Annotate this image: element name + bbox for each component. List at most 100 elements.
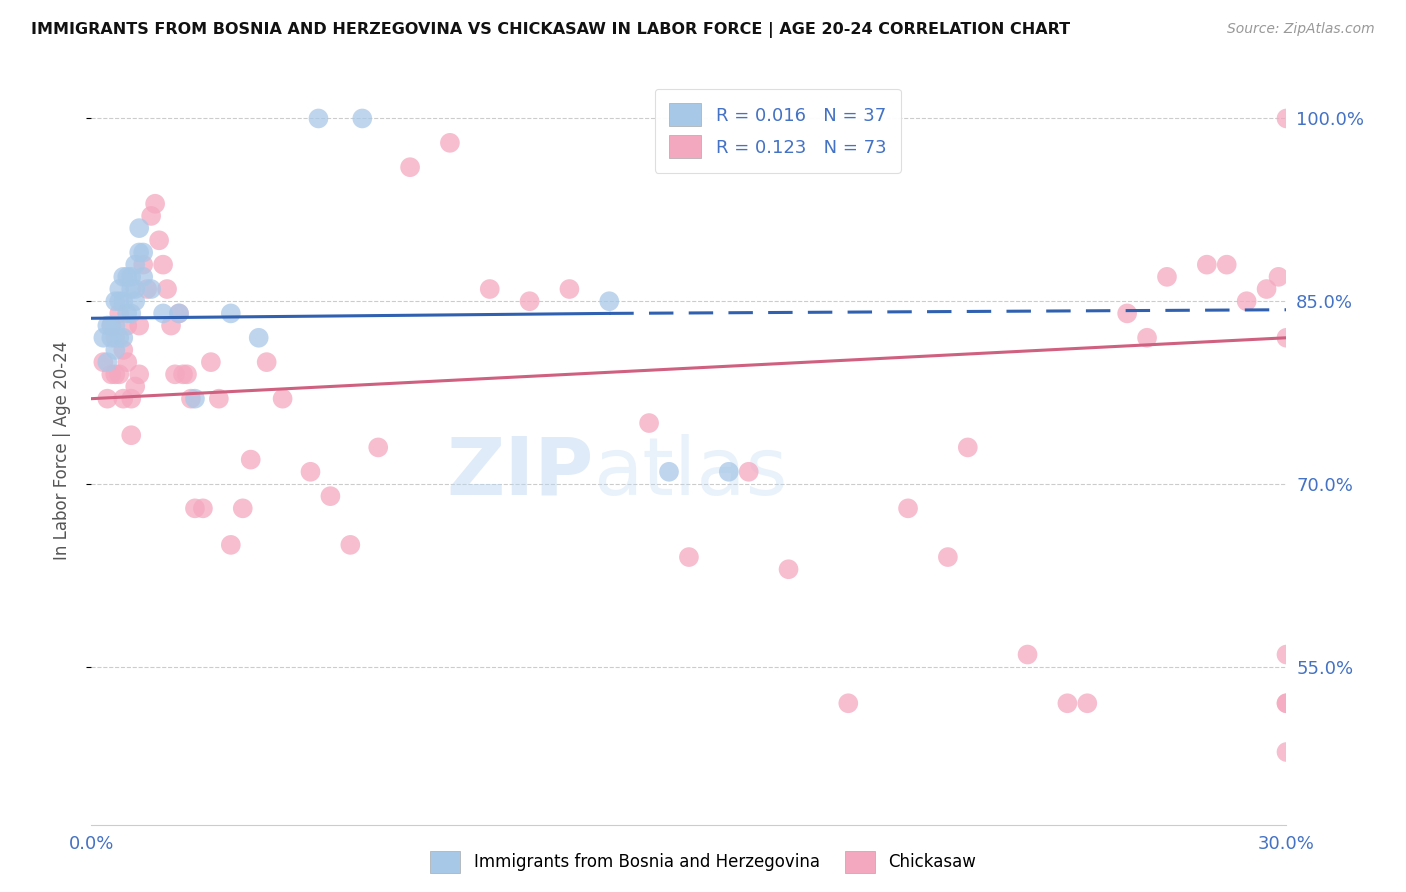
Point: [191, 501, 214, 516]
Point: [678, 550, 700, 565]
Point: [897, 501, 920, 516]
Legend: R = 0.016   N = 37, R = 0.123   N = 73: R = 0.016 N = 37, R = 0.123 N = 73: [655, 88, 901, 173]
Point: [339, 538, 361, 552]
Point: [104, 318, 127, 333]
Point: [112, 343, 135, 357]
Point: [120, 269, 142, 284]
Point: [96, 392, 118, 406]
Text: Source: ZipAtlas.com: Source: ZipAtlas.com: [1227, 22, 1375, 37]
Point: [156, 282, 179, 296]
Point: [104, 294, 127, 309]
Point: [519, 294, 541, 309]
Point: [737, 465, 759, 479]
Point: [108, 368, 131, 382]
Point: [837, 696, 859, 710]
Point: [104, 331, 127, 345]
Point: [399, 160, 422, 174]
Point: [108, 306, 131, 320]
Point: [104, 368, 127, 382]
Point: [115, 318, 138, 333]
Point: [167, 306, 190, 320]
Point: [141, 282, 162, 296]
Point: [104, 343, 127, 357]
Point: [1195, 258, 1218, 272]
Point: [120, 428, 142, 442]
Point: [108, 294, 131, 309]
Point: [1256, 282, 1278, 296]
Point: [120, 282, 142, 296]
Point: [219, 538, 242, 552]
Point: [132, 258, 155, 272]
Point: [148, 233, 170, 247]
Point: [1017, 648, 1039, 662]
Point: [152, 306, 174, 320]
Point: [208, 392, 231, 406]
Point: [367, 441, 389, 455]
Point: [352, 112, 374, 126]
Point: [299, 465, 322, 479]
Point: [128, 318, 150, 333]
Point: [271, 392, 294, 406]
Point: [163, 368, 186, 382]
Point: [1275, 112, 1298, 126]
Point: [136, 282, 159, 296]
Point: [128, 245, 150, 260]
Point: [124, 258, 146, 272]
Point: [143, 196, 166, 211]
Point: [184, 392, 207, 406]
Point: [200, 355, 222, 369]
Point: [132, 245, 155, 260]
Point: [1275, 331, 1298, 345]
Point: [115, 355, 138, 369]
Point: [93, 355, 115, 369]
Point: [598, 294, 620, 309]
Point: [1136, 331, 1159, 345]
Point: [141, 209, 162, 223]
Point: [1275, 696, 1298, 710]
Point: [176, 368, 198, 382]
Point: [184, 501, 207, 516]
Point: [100, 318, 122, 333]
Point: [124, 379, 146, 393]
Point: [112, 269, 135, 284]
Point: [152, 258, 174, 272]
Point: [132, 269, 155, 284]
Point: [239, 452, 262, 467]
Point: [100, 368, 122, 382]
Point: [638, 416, 661, 430]
Point: [120, 306, 142, 320]
Point: [112, 392, 135, 406]
Point: [120, 392, 142, 406]
Y-axis label: In Labor Force | Age 20-24: In Labor Force | Age 20-24: [52, 341, 70, 560]
Point: [1275, 648, 1298, 662]
Point: [1215, 258, 1237, 272]
Text: atlas: atlas: [593, 434, 787, 512]
Point: [96, 355, 118, 369]
Text: IMMIGRANTS FROM BOSNIA AND HERZEGOVINA VS CHICKASAW IN LABOR FORCE | AGE 20-24 C: IMMIGRANTS FROM BOSNIA AND HERZEGOVINA V…: [31, 22, 1070, 38]
Point: [232, 501, 254, 516]
Point: [96, 318, 118, 333]
Point: [112, 331, 135, 345]
Point: [256, 355, 278, 369]
Point: [1076, 696, 1098, 710]
Legend: Immigrants from Bosnia and Herzegovina, Chickasaw: Immigrants from Bosnia and Herzegovina, …: [423, 845, 983, 880]
Point: [307, 112, 329, 126]
Point: [172, 368, 194, 382]
Point: [93, 331, 115, 345]
Point: [936, 550, 959, 565]
Point: [115, 306, 138, 320]
Point: [115, 269, 138, 284]
Point: [124, 294, 146, 309]
Point: [112, 294, 135, 309]
Point: [439, 136, 461, 150]
Point: [717, 465, 740, 479]
Point: [100, 331, 122, 345]
Point: [180, 392, 202, 406]
Point: [124, 282, 146, 296]
Point: [658, 465, 681, 479]
Point: [219, 306, 242, 320]
Point: [478, 282, 501, 296]
Point: [1267, 269, 1289, 284]
Point: [247, 331, 270, 345]
Text: ZIP: ZIP: [446, 434, 593, 512]
